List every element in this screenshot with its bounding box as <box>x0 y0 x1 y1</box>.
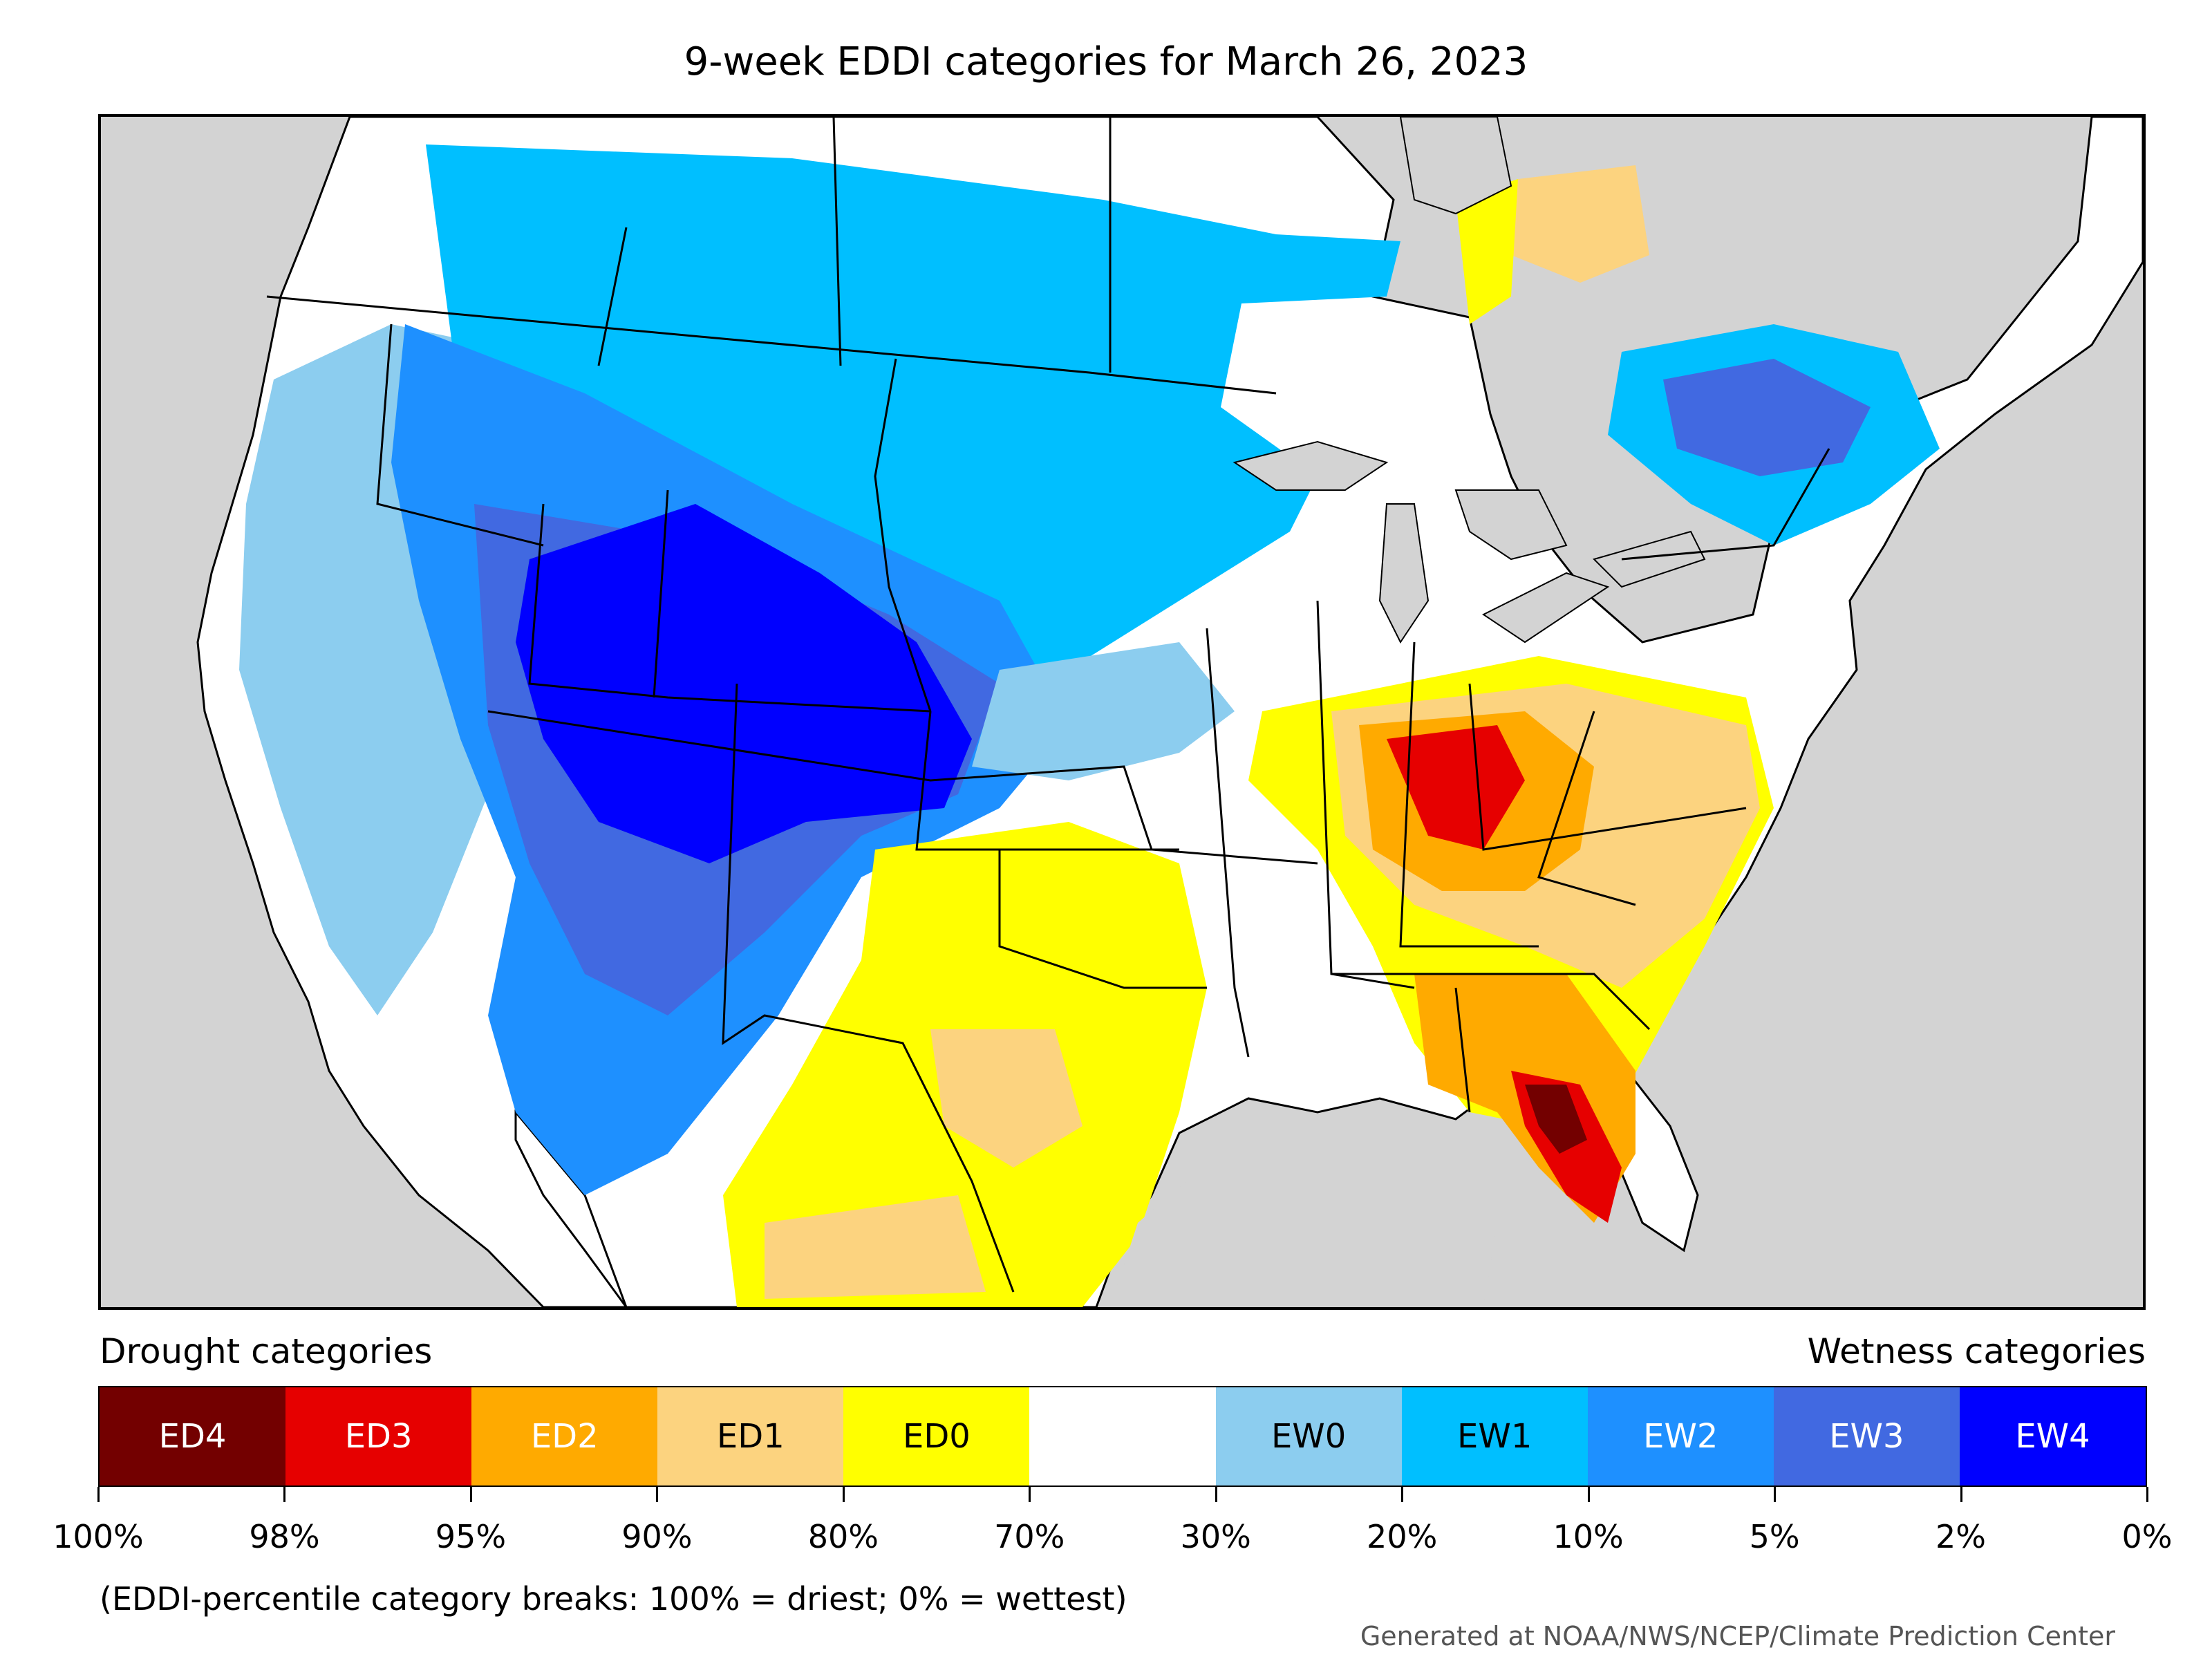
legend-break-label: 70% <box>994 1518 1065 1555</box>
legend-category-ew4: EW4 <box>1959 1387 2146 1485</box>
great-lakes <box>1232 440 1706 644</box>
legend-category-ed1: ED1 <box>657 1387 844 1485</box>
map-canvas <box>196 117 2143 1307</box>
legend-category-ew0: EW0 <box>1215 1387 1402 1485</box>
legend-tick <box>1774 1487 1777 1502</box>
legend-break-label: 2% <box>1936 1518 1987 1555</box>
wet-zone-ew4-basin <box>516 504 972 863</box>
wet-zone-ew3-quebec <box>1663 359 1871 476</box>
hudson-bay <box>1399 117 1512 215</box>
legend-tick <box>1960 1487 1962 1502</box>
dry-zone-ed3-ohio <box>1387 725 1525 850</box>
legend-tick <box>842 1487 845 1502</box>
legend-break-labels: 100% 98% 95% 90% 80% 70% 30% 20% 10% 5% 2% 0% <box>53 1518 2172 1559</box>
gulf-of-mexico <box>1110 1126 1497 1307</box>
legend-break-label: 30% <box>1180 1518 1251 1555</box>
dry-zone-ed4-florida <box>1525 1085 1587 1154</box>
wetness-categories-heading: Wetness categories <box>1807 1331 2146 1371</box>
legend-break-label: 95% <box>435 1518 507 1555</box>
legend-tick <box>1215 1487 1217 1502</box>
dry-zone-ed1-texas <box>930 1029 1082 1168</box>
legend-category-ew1: EW1 <box>1401 1387 1588 1485</box>
legend-color-bar: ED4 ED3 ED2 ED1 ED0 EW0 EW1 EW2 EW3 EW4 <box>98 1386 2147 1487</box>
legend-category-ed2: ED2 <box>471 1387 658 1485</box>
map-panel <box>98 114 2146 1310</box>
legend-tick <box>97 1487 100 1502</box>
legend-category-normal <box>1029 1387 1216 1485</box>
legend-break-label: 10% <box>1553 1518 1624 1555</box>
dry-zone-ed0-quebec <box>1456 179 1518 324</box>
legend-tick <box>2146 1487 2148 1502</box>
political-borders <box>266 117 1830 1293</box>
legend-ticks <box>97 1487 2148 1503</box>
legend-tick <box>283 1487 286 1502</box>
legend-break-label: 100% <box>53 1518 144 1555</box>
footnote: (EDDI-percentile category breaks: 100% =… <box>100 1580 1127 1618</box>
legend-break-label: 0% <box>2121 1518 2173 1555</box>
legend-category-ew2: EW2 <box>1587 1387 1774 1485</box>
dry-zone-ed1-quebec <box>1511 165 1649 283</box>
dry-zone-ed1-mexico <box>765 1195 986 1299</box>
legend-break-label: 98% <box>249 1518 320 1555</box>
legend-category-ed0: ED0 <box>843 1387 1030 1485</box>
page-title: 9-week EDDI categories for March 26, 202… <box>684 39 1528 84</box>
legend-tick <box>656 1487 659 1502</box>
legend-category-ed3: ED3 <box>285 1387 472 1485</box>
legend-break-label: 90% <box>621 1518 693 1555</box>
legend-tick <box>1587 1487 1590 1502</box>
legend-break-label: 80% <box>807 1518 879 1555</box>
wet-zone-ew0-plains <box>972 642 1235 780</box>
legend-tick <box>1401 1487 1404 1502</box>
legend-tick <box>469 1487 472 1502</box>
legend-break-label: 20% <box>1367 1518 1438 1555</box>
legend-break-label: 5% <box>1749 1518 1800 1555</box>
legend-category-ed4: ED4 <box>100 1387 286 1485</box>
credit-line: Generated at NOAA/NWS/NCEP/Climate Predi… <box>1360 1621 2115 1651</box>
legend-tick <box>1029 1487 1031 1502</box>
legend-category-ew3: EW3 <box>1773 1387 1960 1485</box>
drought-categories-heading: Drought categories <box>100 1331 433 1371</box>
